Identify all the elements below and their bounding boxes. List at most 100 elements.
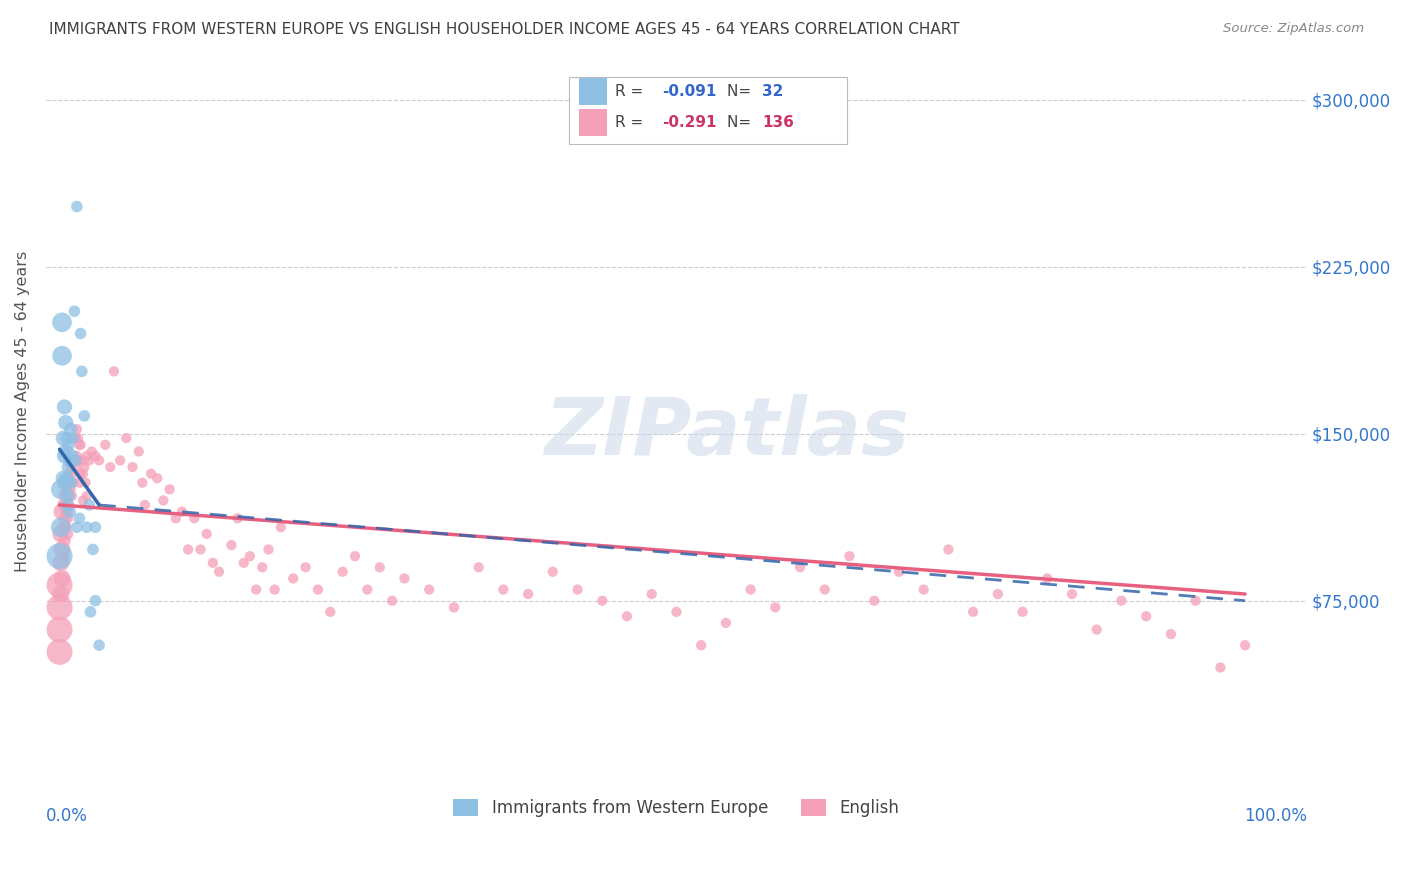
- Point: [55, 444, 77, 458]
- Point: [58, 498, 80, 512]
- Point: [48, 645, 70, 659]
- Point: [58, 438, 80, 452]
- Point: [98, 460, 121, 475]
- Point: [67, 511, 90, 525]
- Point: [84, 520, 107, 534]
- Text: -0.291: -0.291: [662, 114, 717, 129]
- Point: [49, 527, 72, 541]
- Point: [67, 475, 90, 490]
- Point: [221, 538, 243, 552]
- Legend: Immigrants from Western Europe, English: Immigrants from Western Europe, English: [447, 792, 907, 823]
- Point: [418, 582, 440, 597]
- Point: [58, 453, 80, 467]
- Point: [58, 460, 80, 475]
- Point: [283, 571, 305, 585]
- Point: [1234, 638, 1257, 652]
- Point: [226, 511, 249, 525]
- Point: [59, 475, 82, 490]
- Point: [332, 565, 354, 579]
- Point: [73, 409, 96, 423]
- Point: [714, 615, 737, 630]
- Point: [48, 549, 70, 563]
- Text: 32: 32: [762, 84, 783, 99]
- Point: [58, 505, 80, 519]
- Point: [94, 438, 117, 452]
- Point: [183, 511, 205, 525]
- Point: [63, 304, 86, 318]
- Point: [541, 565, 564, 579]
- Point: [63, 453, 86, 467]
- Point: [257, 542, 280, 557]
- Point: [63, 431, 86, 445]
- Point: [53, 475, 76, 490]
- Point: [170, 505, 193, 519]
- Point: [51, 315, 73, 329]
- Point: [53, 489, 76, 503]
- Point: [58, 489, 80, 503]
- Point: [59, 422, 82, 436]
- Point: [159, 483, 181, 497]
- Point: [53, 533, 76, 548]
- Point: [53, 400, 76, 414]
- Point: [492, 582, 515, 597]
- Point: [62, 475, 84, 490]
- Point: [270, 520, 292, 534]
- Point: [58, 511, 80, 525]
- Text: 136: 136: [762, 114, 794, 129]
- Point: [66, 200, 89, 214]
- Text: Source: ZipAtlas.com: Source: ZipAtlas.com: [1223, 22, 1364, 36]
- Point: [1011, 605, 1033, 619]
- Point: [51, 571, 73, 585]
- Text: N=: N=: [727, 114, 756, 129]
- Bar: [579, 109, 607, 136]
- Point: [1036, 571, 1059, 585]
- Point: [58, 489, 80, 503]
- Text: ZIPatlas: ZIPatlas: [544, 393, 910, 472]
- Point: [344, 549, 367, 563]
- Point: [52, 498, 75, 512]
- Text: IMMIGRANTS FROM WESTERN EUROPE VS ENGLISH HOUSEHOLDER INCOME AGES 45 - 64 YEARS : IMMIGRANTS FROM WESTERN EUROPE VS ENGLIS…: [49, 22, 960, 37]
- Point: [56, 483, 79, 497]
- Point: [66, 422, 89, 436]
- Point: [51, 349, 73, 363]
- Point: [77, 453, 100, 467]
- Point: [53, 449, 76, 463]
- Point: [567, 582, 589, 597]
- Point: [115, 431, 138, 445]
- Text: R =: R =: [614, 114, 648, 129]
- Point: [294, 560, 316, 574]
- Point: [60, 489, 83, 503]
- Text: 100.0%: 100.0%: [1244, 807, 1308, 825]
- Point: [912, 582, 935, 597]
- Point: [938, 542, 960, 557]
- Text: R =: R =: [614, 84, 648, 99]
- Text: 0.0%: 0.0%: [46, 807, 87, 825]
- Point: [987, 587, 1010, 601]
- Point: [84, 593, 107, 607]
- Point: [814, 582, 837, 597]
- Point: [55, 498, 77, 512]
- Point: [368, 560, 391, 574]
- Point: [59, 483, 82, 497]
- Point: [66, 520, 89, 534]
- Point: [65, 453, 87, 467]
- Point: [1209, 660, 1232, 674]
- Point: [51, 542, 73, 557]
- Point: [1160, 627, 1182, 641]
- Point: [65, 460, 87, 475]
- Point: [394, 571, 416, 585]
- Point: [1184, 593, 1206, 607]
- Point: [146, 471, 169, 485]
- Point: [75, 475, 97, 490]
- Point: [591, 593, 613, 607]
- Point: [887, 565, 910, 579]
- Point: [89, 453, 111, 467]
- Point: [208, 565, 231, 579]
- Point: [763, 600, 786, 615]
- Point: [72, 493, 94, 508]
- Point: [789, 560, 811, 574]
- Point: [121, 460, 143, 475]
- Point: [53, 511, 76, 525]
- Point: [89, 638, 111, 652]
- Point: [70, 453, 93, 467]
